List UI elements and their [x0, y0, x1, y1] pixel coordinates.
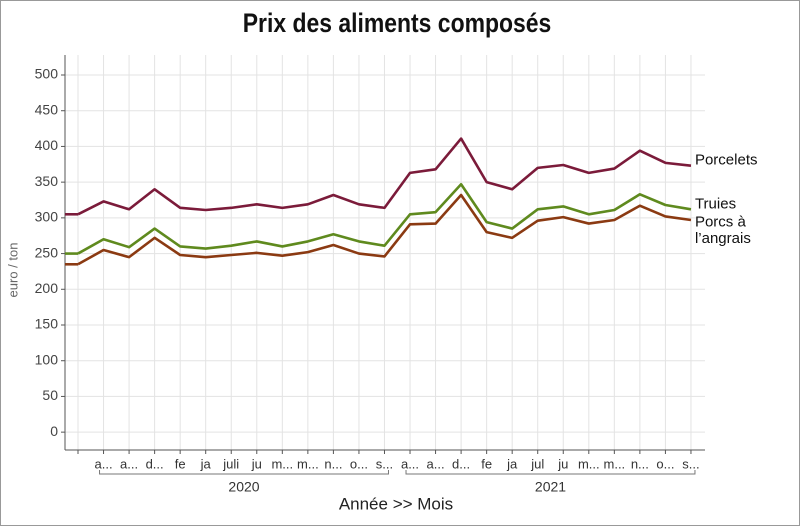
series-label: Truies [695, 195, 736, 212]
x-tick-label: m... [271, 456, 293, 471]
x-tick-label: a... [427, 456, 445, 471]
chart-title: Prix des aliments composés [243, 8, 552, 38]
x-tick-label: m... [297, 456, 319, 471]
x-tick-label: d... [452, 456, 470, 471]
series-label: Porcs à l’angrais [695, 213, 751, 247]
x-tick-label: a... [95, 456, 113, 471]
x-tick-label: ju [251, 456, 262, 471]
x-tick-label: ju [557, 456, 568, 471]
y-axis-label: euro / ton [5, 243, 20, 298]
x-tick-label: fe [481, 456, 492, 471]
x-tick-label: s... [682, 456, 699, 471]
x-tick-label: n... [324, 456, 342, 471]
x-tick-label: jul [530, 456, 544, 471]
plot-area [65, 55, 705, 450]
series-line [77, 193, 692, 266]
x-tick-label: s... [376, 456, 393, 471]
x-tick-label: ja [506, 456, 518, 471]
y-tick-label: 50 [42, 387, 58, 403]
series-label: Porcelets [695, 152, 758, 169]
x-tick-label: n... [631, 456, 649, 471]
group-bracket [99, 470, 389, 475]
x-tick-label: a... [120, 456, 138, 471]
series-line [77, 182, 692, 255]
x-axis-label: Année >> Mois [339, 494, 453, 513]
group-label: 2020 [228, 479, 259, 495]
y-tick-label: 300 [35, 209, 59, 225]
x-tick-label: fe [175, 456, 186, 471]
y-tick-label: 150 [35, 316, 59, 332]
x-tick-label: o... [656, 456, 674, 471]
y-tick-label: 200 [35, 280, 59, 296]
x-tick-label: ja [200, 456, 212, 471]
x-tick-label: a... [401, 456, 419, 471]
y-tick-label: 250 [35, 244, 59, 260]
x-tick-label: d... [146, 456, 164, 471]
x-tick-label: m... [578, 456, 600, 471]
y-tick-label: 0 [50, 423, 58, 439]
x-tick-label: m... [604, 456, 626, 471]
x-tick-label: o... [350, 456, 368, 471]
y-tick-label: 500 [35, 66, 59, 82]
y-tick-label: 350 [35, 173, 59, 189]
x-tick-label: juli [222, 456, 239, 471]
y-tick-label: 450 [35, 101, 59, 117]
group-bracket [405, 470, 696, 475]
series-line [77, 137, 692, 216]
y-tick-label: 100 [35, 351, 59, 367]
group-label: 2021 [535, 479, 566, 495]
y-tick-label: 400 [35, 137, 59, 153]
